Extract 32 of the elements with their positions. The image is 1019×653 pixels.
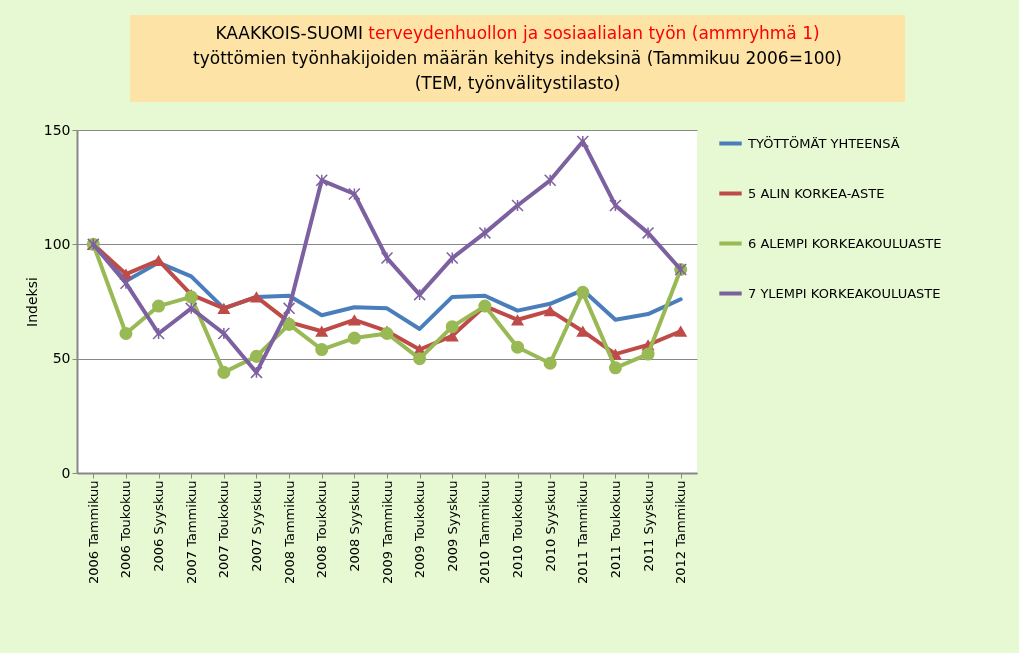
- x-tick-label: 2012 Tammikuu: [673, 480, 689, 585]
- x-tick-label: 2008 Toukokuu: [314, 480, 330, 579]
- x-tick-label: 2007 Syyskuu: [248, 480, 264, 572]
- text: (TEM, työnvälitystilasto): [413, 72, 622, 95]
- x-tick-label: 2007 Tammikuu: [183, 480, 199, 585]
- legend-label: 7 YLEMPI KORKEAKOULUASTE: [748, 285, 941, 301]
- x-tick-label: 2007 Toukokuu: [216, 480, 232, 579]
- x-tick-label: 2010 Toukokuu: [510, 480, 526, 579]
- x-tick-label: 2006 Toukokuu: [118, 480, 134, 579]
- chart-title: KAAKKOIS-SUOMI: [215, 23, 364, 43]
- x-tick-label: 2010 Tammikuu: [477, 480, 493, 585]
- legend-label: TYÖTTÖMÄT YHTEENSÄ: [747, 134, 900, 151]
- text: työttömien työnhakijoiden määrän kehitys indeksinä (Tammikuu 2006=100): [192, 47, 843, 70]
- x-tick-label: 2009 Tammikuu: [379, 480, 395, 585]
- chart-subtitle: terveydenhuollon ja sosiaalialan työn (ammryhmä 1): [368, 23, 820, 43]
- x-tick-label: 2009 Toukokuu: [412, 480, 428, 579]
- x-tick-label: 2006 Syyskuu: [151, 480, 167, 572]
- x-tick-label: 2011 Syyskuu: [640, 480, 656, 572]
- x-tick-label: 2011 Toukokuu: [607, 480, 623, 579]
- x-tick-label: 2006 Tammikuu: [85, 480, 101, 585]
- y-tick-label: 100: [43, 235, 71, 252]
- y-tick-label: 0: [61, 464, 71, 481]
- x-tick-label: 2009 Syyskuu: [444, 480, 460, 572]
- y-axis-title: Indeksi: [23, 277, 40, 327]
- legend-label: 5 ALIN KORKEA-ASTE: [748, 185, 885, 201]
- y-tick-label: 150: [43, 121, 71, 138]
- x-tick-label: 2008 Syyskuu: [346, 480, 362, 572]
- x-tick-label: 2008 Tammikuu: [281, 480, 297, 585]
- x-tick-label: 2011 Tammikuu: [575, 480, 591, 585]
- y-tick-label: 50: [52, 350, 71, 367]
- x-tick-label: 2010 Syyskuu: [542, 480, 558, 572]
- legend-label: 6 ALEMPI KORKEAKOULUASTE: [748, 235, 942, 251]
